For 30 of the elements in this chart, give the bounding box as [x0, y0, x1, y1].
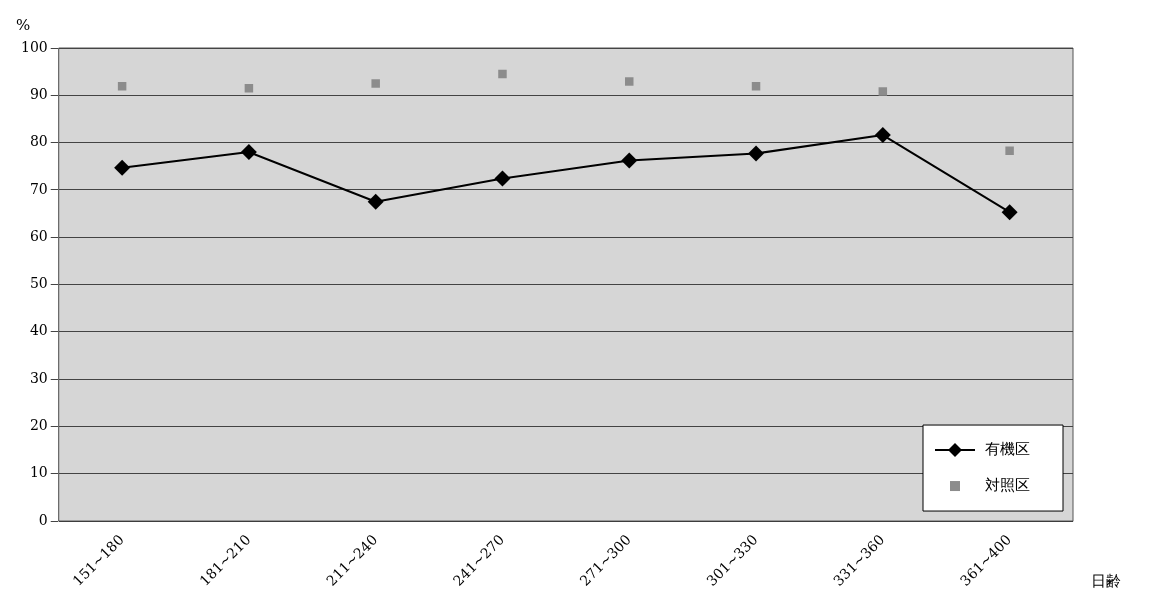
y-tick-label: 20 — [29, 417, 48, 434]
y-tick-label: 100 — [20, 38, 48, 55]
y-tick-label: 50 — [29, 275, 48, 292]
y-tick-label: 60 — [29, 227, 48, 244]
legend-label: 対照区 — [985, 475, 1030, 494]
y-tick-label: 30 — [29, 369, 48, 386]
point — [367, 193, 384, 210]
point — [117, 82, 127, 91]
point — [371, 79, 380, 88]
point — [114, 159, 131, 176]
point — [1005, 146, 1014, 155]
point — [751, 82, 761, 91]
legend-label: 有機区 — [985, 439, 1030, 458]
x-axis-title: 日齢 — [1091, 572, 1121, 591]
y-tick-label: 90 — [29, 85, 48, 102]
point — [240, 144, 257, 161]
y-tick-label: 10 — [29, 464, 48, 481]
y-tick-label: 70 — [29, 180, 48, 197]
y-axis-title: % — [16, 16, 31, 34]
y-tick-label: 40 — [29, 322, 48, 339]
point — [874, 127, 891, 144]
point — [878, 87, 888, 96]
point — [494, 170, 511, 187]
y-tick-label: 0 — [38, 511, 48, 528]
point — [498, 69, 507, 79]
point — [621, 152, 638, 169]
y-tick-label: 80 — [29, 133, 48, 150]
point — [748, 145, 765, 162]
point — [1001, 204, 1018, 221]
point — [625, 77, 634, 86]
